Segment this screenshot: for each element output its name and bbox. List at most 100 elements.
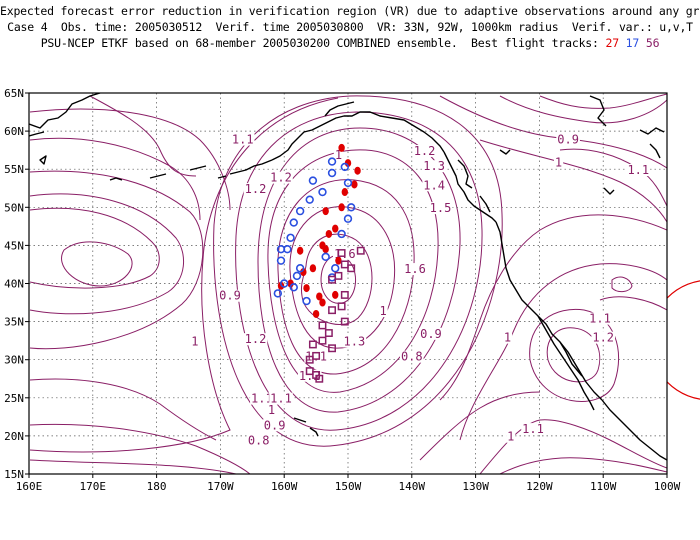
contour-label: 1.2 xyxy=(245,182,267,196)
contour-label-bg xyxy=(403,263,427,276)
graticule xyxy=(29,93,667,474)
track-27-marker xyxy=(309,264,317,273)
lat-label: 40N xyxy=(4,278,24,291)
lon-label: 160E xyxy=(16,480,43,493)
contour-label: 1 xyxy=(379,304,386,318)
track-17-marker xyxy=(286,233,295,242)
track-17-marker xyxy=(273,289,283,298)
contour-label-bg xyxy=(342,335,367,348)
track-56-marker xyxy=(318,336,327,345)
contour-label-bg xyxy=(378,304,388,317)
contour-label-bg xyxy=(269,171,293,184)
track-56-marker xyxy=(356,246,365,255)
lat-label: 50N xyxy=(4,201,24,214)
contour-label: 1.1 xyxy=(522,422,544,436)
contour-label-bg xyxy=(243,333,268,346)
track-56-label: 56 xyxy=(645,36,660,50)
contour-label: 1.1 xyxy=(270,392,292,406)
contour-label-bg xyxy=(521,423,545,436)
contour-label-bg xyxy=(190,335,200,348)
contour-label-bg xyxy=(243,183,268,196)
contour-label-bg xyxy=(266,404,277,417)
track-27-marker xyxy=(341,188,349,197)
lat-label: 45N xyxy=(4,239,24,252)
track-17-marker xyxy=(327,168,337,178)
lon-label: 170W xyxy=(207,480,234,493)
track-17-marker xyxy=(295,206,305,216)
track-27-marker xyxy=(338,203,345,212)
track-56-marker xyxy=(328,306,337,315)
track-56-marker xyxy=(340,317,349,326)
contour-label-bg xyxy=(333,148,344,161)
contour-label: 1.2 xyxy=(414,144,436,158)
contour-label: 1 xyxy=(191,334,198,348)
track-17-marker xyxy=(318,187,327,197)
lat-label: 65N xyxy=(4,87,24,100)
lon-label: 160W xyxy=(271,480,298,493)
contour-label: 1 xyxy=(268,403,275,417)
track-27-marker xyxy=(312,309,320,318)
lon-label: 130W xyxy=(462,480,489,493)
track-27-marker xyxy=(322,207,329,216)
track-17-label: 17 xyxy=(625,36,640,50)
track-27-label: 27 xyxy=(605,36,619,50)
contour-label: 1.3 xyxy=(423,159,445,173)
title-line-2: Case 4 Obs. time: 2005030512 Verif. time… xyxy=(7,20,693,34)
track-56-marker xyxy=(328,344,337,353)
contour-label-bg xyxy=(400,350,424,363)
track-17-marker xyxy=(276,245,286,254)
track-17-marker xyxy=(289,218,298,227)
track-27-marker xyxy=(296,246,304,255)
lat-label: 15N xyxy=(4,468,24,481)
flight-track-markers xyxy=(273,143,365,383)
contour-label-bg xyxy=(506,430,516,443)
contour-label: 0.9 xyxy=(557,133,579,147)
track-56-marker xyxy=(337,249,346,257)
contour-label: 0.9 xyxy=(219,289,241,303)
contour-label: 1 xyxy=(555,155,562,169)
contour-label: 1 xyxy=(507,430,514,444)
coastlines xyxy=(29,93,667,461)
contour-label-bg xyxy=(428,202,453,215)
lon-label: 110W xyxy=(590,480,617,493)
lon-label: 180 xyxy=(147,480,167,493)
contour-label: 0.9 xyxy=(264,418,286,432)
contour-label: 1.3 xyxy=(344,334,366,348)
contour-lines xyxy=(29,93,667,474)
track-27-marker xyxy=(344,159,352,168)
contour-label-bg xyxy=(262,419,287,432)
track-56-marker xyxy=(315,374,324,383)
track-27-marker xyxy=(338,143,345,152)
contour-label: 0.9 xyxy=(420,327,442,341)
contour-label-bg xyxy=(626,164,651,177)
contour-label: 1.2 xyxy=(245,332,267,346)
track-27-marker xyxy=(319,298,326,307)
contour-label: 1.1 xyxy=(251,392,273,406)
contour-labels: 1.11.210.91.11.21.21 1.21.31.41.51.61.610… xyxy=(190,133,651,448)
contour-label: 1.1 xyxy=(305,350,327,364)
track-17-marker xyxy=(346,203,356,212)
track-56-marker xyxy=(308,340,317,349)
title-line-3: PSU-NCEP ETKF based on 68-member 2005030… xyxy=(0,36,700,50)
contour-label: 1.4 xyxy=(423,178,445,192)
lon-labels: 160E 170E 180 170W 160W 150W 140W 130W 120W 110W 1… xyxy=(16,480,681,493)
lat-label: 30N xyxy=(4,354,24,367)
contour-label-bg xyxy=(553,156,564,169)
contour-label: 1.1 xyxy=(627,163,649,177)
track-17-marker xyxy=(289,283,298,292)
track-27-marker xyxy=(335,256,342,265)
track-17-marker xyxy=(340,162,350,172)
lat-label: 20N xyxy=(4,430,24,443)
contour-label: 1.1 xyxy=(589,312,611,326)
contour-label-bg xyxy=(556,133,580,146)
contour-label: 1 xyxy=(335,148,342,162)
contour-label-bg xyxy=(502,331,513,344)
track-17-marker xyxy=(343,178,353,188)
track-27-marker xyxy=(325,229,333,238)
track-56-marker xyxy=(340,290,349,299)
title-line-3-text: PSU-NCEP ETKF based on 68-member 2005030… xyxy=(40,36,606,50)
track-56-marker xyxy=(328,275,337,284)
lon-label: 100W xyxy=(654,480,681,493)
